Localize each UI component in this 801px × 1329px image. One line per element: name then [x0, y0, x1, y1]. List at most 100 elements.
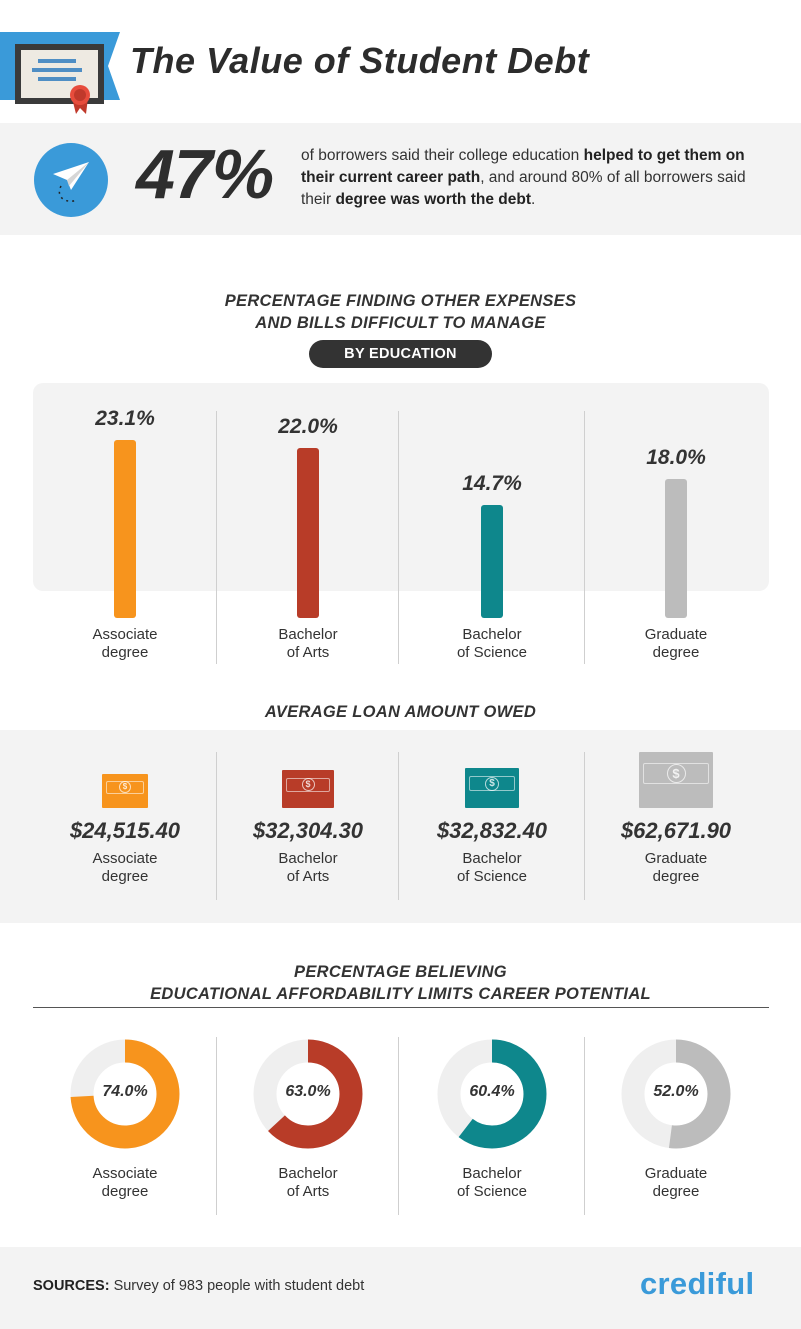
donut-chart [621, 1039, 731, 1149]
stat-text-3: . [530, 191, 536, 208]
bar-chart-title-line1: PERCENTAGE FINDING OTHER EXPENSES [224, 292, 577, 310]
bar-chart-panel [33, 383, 769, 591]
dollar-sign-icon: $ [485, 777, 499, 791]
donut-value-label: 74.0% [102, 1083, 148, 1100]
bar [481, 504, 503, 618]
bar-category-line1: Bachelor [462, 626, 522, 643]
donut-category-line2: of Science [456, 1183, 528, 1200]
brand-logo: crediful [640, 1266, 755, 1301]
bar-category-line1: Graduate [644, 626, 708, 643]
loan-category-line1: Bachelor [462, 850, 522, 867]
donut-column-divider [398, 1037, 399, 1215]
donut-value-label: 63.0% [285, 1083, 331, 1100]
donut-chart-title: PERCENTAGE BELIEVING EDUCATIONAL AFFORDA… [0, 961, 801, 1005]
donut-value-label: 60.4% [469, 1083, 515, 1100]
dollar-sign-icon: $ [301, 778, 315, 791]
bar-category-line2: degree [652, 644, 700, 661]
loan-category-line2: degree [101, 868, 149, 885]
bar [297, 448, 319, 618]
donut-slice [70, 1039, 180, 1149]
bar [665, 479, 687, 618]
bar-category-label: Associate degree [50, 626, 200, 662]
loan-category-line2: of Arts [286, 868, 330, 885]
donut-column-divider [216, 1037, 217, 1215]
stat-bold-1: helped to get them on their current care… [301, 147, 745, 186]
loan-title: AVERAGE LOAN AMOUNT OWED [264, 703, 537, 721]
sources-line: SOURCES: Survey of 983 people with stude… [33, 1278, 364, 1294]
footer [0, 1247, 801, 1329]
page-title: The Value of Student Debt [130, 40, 590, 81]
loan-amount: $24,515.40 [69, 818, 181, 843]
loan-category-label: Bachelor of Science [417, 850, 567, 886]
bar-category-line1: Bachelor [278, 626, 338, 643]
dollar-bill-inner [643, 763, 709, 784]
loan-category-label: Bachelor of Arts [233, 850, 383, 886]
donut-chart [70, 1039, 180, 1149]
donut-category-line1: Graduate [644, 1165, 708, 1182]
stat-description: of borrowers said their college educatio… [301, 145, 771, 211]
stat-band [0, 123, 801, 235]
donut-category-label: Associate degree [50, 1165, 200, 1201]
donut-category-line2: of Arts [286, 1183, 330, 1200]
sources-text: Survey of 983 people with student debt [109, 1278, 365, 1294]
loan-category-line2: of Science [456, 868, 528, 885]
bar-category-label: Bachelor of Science [417, 626, 567, 662]
loan-column-divider [584, 752, 585, 900]
donut-slice [621, 1039, 731, 1149]
donut-category-line2: degree [101, 1183, 149, 1200]
loan-category-line1: Associate [92, 850, 158, 867]
bar-value-label: 22.0% [278, 415, 338, 439]
donut-category-label: Bachelor of Arts [233, 1165, 383, 1201]
bar [114, 440, 136, 618]
bar-value-label: 14.7% [462, 471, 522, 495]
bar-chart-title-line2: AND BILLS DIFFICULT TO MANAGE [255, 314, 546, 332]
section-rule [33, 1007, 769, 1008]
dollar-sign-icon: $ [666, 764, 686, 783]
donut-slice [253, 1039, 363, 1149]
donut-category-line1: Bachelor [278, 1165, 338, 1182]
loan-category-label: Associate degree [50, 850, 200, 886]
bar-value-label: 18.0% [646, 446, 706, 470]
bar-category-line2: degree [101, 644, 149, 661]
donut-chart-title-line2: EDUCATIONAL AFFORDABILITY LIMITS CAREER … [150, 985, 651, 1003]
donut-column-divider [584, 1037, 585, 1215]
stat-bold-2: degree was worth the debt [335, 191, 531, 208]
bar-column-divider [398, 411, 399, 664]
bar-column-divider [584, 411, 585, 664]
donut-slice [437, 1039, 547, 1149]
donut-category-line2: degree [652, 1183, 700, 1200]
dollar-bill-icon: $ [465, 768, 519, 808]
stat-text-1: of borrowers said their college educatio… [301, 147, 584, 164]
donut-category-line1: Associate [92, 1165, 158, 1182]
certificate-icon [0, 32, 120, 114]
bar-category-label: Graduate degree [601, 626, 751, 662]
bar-column-divider [216, 411, 217, 664]
big-percent: 47% [136, 135, 274, 213]
bar-category-line2: of Arts [286, 644, 330, 661]
header: The Value of Student Debt [0, 0, 801, 122]
bar-chart-title: PERCENTAGE FINDING OTHER EXPENSES AND BI… [0, 290, 801, 334]
stat-text-2: , and around 80% of all borrowers said t… [301, 169, 746, 208]
donut-chart-title-line1: PERCENTAGE BELIEVING [294, 963, 507, 981]
donut-chart [437, 1039, 547, 1149]
donut-value-label: 52.0% [653, 1083, 699, 1100]
bar-category-label: Bachelor of Arts [233, 626, 383, 662]
loan-amount: $32,832.40 [436, 818, 548, 843]
dollar-bill-icon: $ [102, 774, 148, 808]
donut-chart [253, 1039, 363, 1149]
bar-category-line1: Associate [92, 626, 158, 643]
sources-label: SOURCES: [33, 1278, 110, 1294]
donut-category-label: Graduate degree [601, 1165, 751, 1201]
loan-amount: $62,671.90 [620, 818, 732, 843]
loan-category-label: Graduate degree [601, 850, 751, 886]
loan-column-divider [398, 752, 399, 900]
bar-value-label: 23.1% [95, 407, 155, 430]
dollar-bill-icon: $ [639, 752, 713, 808]
paper-plane-icon [34, 143, 108, 217]
loan-category-line1: Bachelor [278, 850, 338, 867]
loan-column-divider [216, 752, 217, 900]
dollar-bill-icon: $ [282, 770, 334, 808]
by-education-pill: BY EDUCATION [309, 340, 492, 368]
loan-amount: $32,304.30 [252, 818, 364, 843]
donut-category-label: Bachelor of Science [417, 1165, 567, 1201]
